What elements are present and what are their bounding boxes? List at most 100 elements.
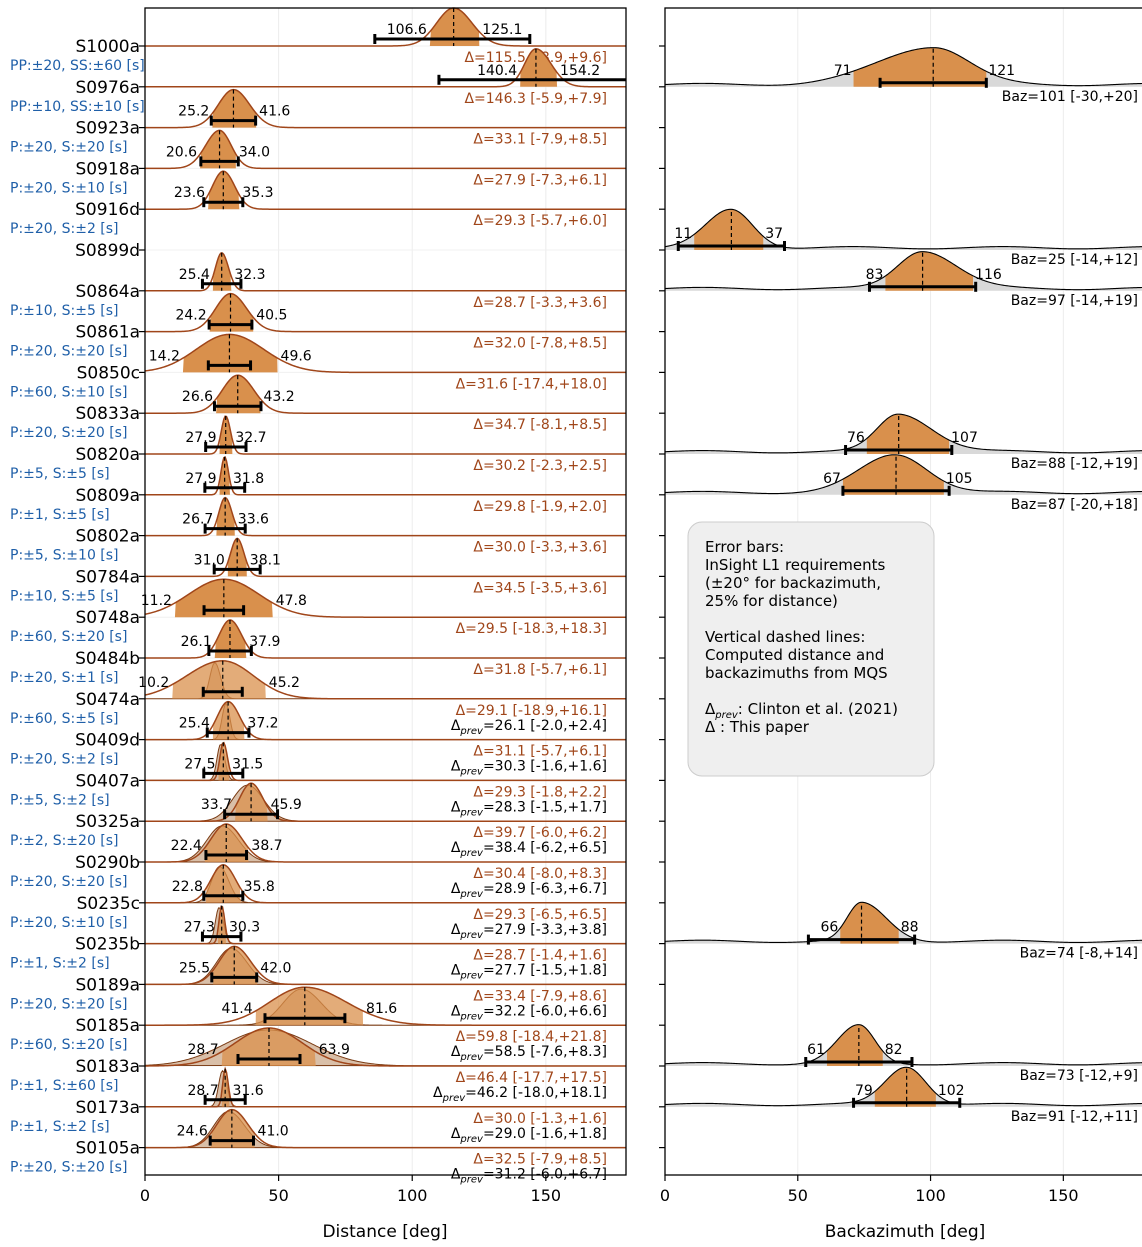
- lower-quantile-label: 24.6: [177, 1124, 208, 1140]
- backazimuth-axis-label: Backazimuth [deg]: [825, 1222, 986, 1242]
- backazimuth-upper-label: 88: [901, 920, 919, 936]
- backazimuth-upper-label: 107: [951, 430, 978, 446]
- legend-line: Computed distance and: [705, 646, 884, 664]
- phase-window-label: P:±20, S:±2 [s]: [10, 752, 119, 768]
- backazimuth-tick-label: 100: [915, 1186, 946, 1205]
- backazimuth-ticks: 0 50 100 150: [659, 45, 1079, 1205]
- upper-quantile-label: 37.9: [249, 634, 280, 650]
- distance-pdf-line: [145, 48, 626, 88]
- backazimuth-pdf-line: [664, 413, 1142, 454]
- event-label: S0861a: [76, 323, 140, 343]
- upper-quantile-label: 31.6: [232, 1083, 263, 1099]
- distance-pdf-line: [145, 1027, 626, 1067]
- lower-quantile-label: 26.7: [182, 512, 213, 528]
- legend-line: InSight L1 requirements: [705, 556, 886, 574]
- distance-pdf-fill: [182, 334, 278, 373]
- event-label: S0833a: [76, 404, 140, 424]
- backazimuth-upper-label: 82: [885, 1042, 903, 1058]
- event-label: S0899d: [75, 241, 140, 261]
- backazimuth-value-label: Baz=73 [-12,+9]: [1020, 1068, 1138, 1084]
- lower-quantile-label: 28.7: [188, 1083, 219, 1099]
- delta-label: Δ=33.4 [-7.9,+8.6]: [473, 988, 607, 1004]
- backazimuth-pdf-fill: [694, 209, 764, 250]
- phase-window-label: P:±2, S:±20 [s]: [10, 833, 119, 849]
- backazimuth-upper-label: 102: [938, 1083, 965, 1099]
- lower-quantile-label: 24.2: [175, 308, 206, 324]
- phase-window-label: P:±20, S:±20 [s]: [10, 425, 127, 441]
- backazimuth-pdf-tail: [665, 902, 1142, 944]
- distance-pdf-line: [145, 374, 626, 414]
- backazimuth-lower-label: 67: [823, 471, 841, 487]
- backazimuth-pdf-line: [664, 1024, 1142, 1066]
- distance-pdf-line: [145, 905, 626, 945]
- phase-window-label: P:±20, S:±2 [s]: [10, 221, 119, 237]
- delta-prev-label: Δprev=28.9 [-6.3,+6.7]: [451, 881, 607, 900]
- lower-quantile-label: 26.6: [182, 389, 213, 405]
- lower-quantile-label: 22.4: [171, 838, 202, 854]
- backazimuth-tick-label: 150: [1048, 1186, 1079, 1205]
- phase-window-label: P:±20, S:±10 [s]: [10, 180, 127, 196]
- upper-quantile-label: 43.2: [263, 389, 294, 405]
- delta-label: Δ=46.4 [-17.7,+17.5]: [456, 1070, 607, 1086]
- delta-label: Δ=29.8 [-1.9,+2.0]: [473, 499, 607, 515]
- delta-prev-label: Δprev=46.2 [-18.0,+18.1]: [433, 1085, 607, 1104]
- phase-window-label: PP:±20, SS:±60 [s]: [10, 58, 145, 74]
- delta-label: Δ=146.3 [-5.9,+7.9]: [464, 91, 607, 107]
- backazimuth-value-label: Baz=101 [-30,+20]: [1002, 89, 1138, 105]
- distance-tick-label: 100: [397, 1186, 428, 1205]
- phase-window-label: P:±1, S:±5 [s]: [10, 507, 110, 523]
- phase-window-label: P:±1, S:±60 [s]: [10, 1078, 119, 1094]
- phase-window-label: P:±10, S:±5 [s]: [10, 588, 119, 604]
- event-label: S0407a: [76, 771, 140, 791]
- delta-prev-label: Δprev=38.4 [-6.2,+6.5]: [451, 840, 607, 859]
- backazimuth-pdf-line: [664, 454, 1142, 495]
- lower-quantile-label: 20.6: [166, 144, 197, 160]
- upper-quantile-label: 81.6: [366, 1001, 397, 1017]
- legend-box: [687, 521, 935, 777]
- distance-pdf-line: [145, 986, 626, 1026]
- backazimuth-lower-label: 83: [866, 267, 884, 283]
- delta-label: Δ=30.0 [-1.3,+1.6]: [473, 1111, 607, 1127]
- lower-quantile-label: 22.8: [172, 879, 203, 895]
- event-label: S1000a: [76, 37, 140, 57]
- upper-quantile-label: 41.6: [259, 104, 290, 120]
- distance-pdf-line: [145, 88, 626, 129]
- delta-label: Δ=30.2 [-2.3,+2.5]: [473, 458, 607, 474]
- distance-pdf-line: [145, 864, 626, 904]
- delta-label: Δ=32.5 [-7.9,+8.5]: [473, 1152, 607, 1168]
- backazimuth-lower-label: 76: [847, 430, 865, 446]
- legend-line: backazimuths from MQS: [705, 664, 888, 682]
- event-label: S0923a: [76, 119, 140, 139]
- distance-pdf-fill: [174, 579, 273, 618]
- delta-prev-label: Δprev=31.2 [-6.0,+6.7]: [451, 1167, 607, 1186]
- upper-quantile-label: 38.1: [250, 552, 281, 568]
- backazimuth-lower-label: 61: [807, 1042, 825, 1058]
- distance-pdf-line: [144, 578, 626, 618]
- event-label: S0820a: [76, 445, 140, 465]
- backazimuth-value-label: Baz=97 [-14,+19]: [1011, 293, 1138, 309]
- event-label: S0325a: [76, 812, 140, 832]
- lower-quantile-label: 27.3: [184, 920, 215, 936]
- distance-pdf-line: [144, 333, 626, 374]
- lower-quantile-label: 25.4: [179, 716, 210, 732]
- delta-prev-label: Δprev=27.9 [-3.3,+3.8]: [451, 922, 607, 941]
- distance-pdf-line: [145, 619, 626, 659]
- phase-window-label: P:±1, S:±2 [s]: [10, 1119, 110, 1135]
- phase-window-label: P:±20, S:±20 [s]: [10, 140, 127, 156]
- phase-window-label: P:±20, S:±20 [s]: [10, 996, 127, 1012]
- delta-label: Δ=29.3 [-6.5,+6.5]: [473, 907, 607, 923]
- phase-window-label: P:±20, S:±20 [s]: [10, 874, 127, 890]
- distance-tick-label: 0: [140, 1186, 150, 1205]
- delta-label: Δ=33.1 [-7.9,+8.5]: [473, 132, 607, 148]
- lower-quantile-label: 25.4: [179, 267, 210, 283]
- delta-label: Δ=32.0 [-7.8,+8.5]: [473, 336, 607, 352]
- distance-pdf-line: [145, 945, 626, 986]
- distance-tick-label: 150: [531, 1186, 562, 1205]
- phase-window-label: P:±20, S:±20 [s]: [10, 1160, 127, 1176]
- upper-quantile-label: 49.6: [281, 348, 312, 364]
- distance-ticks: 0 50 100 150: [139, 45, 562, 1205]
- upper-quantile-label: 47.8: [276, 593, 307, 609]
- backazimuth-value-label: Baz=88 [-12,+19]: [1011, 456, 1138, 472]
- upper-quantile-label: 63.9: [319, 1042, 350, 1058]
